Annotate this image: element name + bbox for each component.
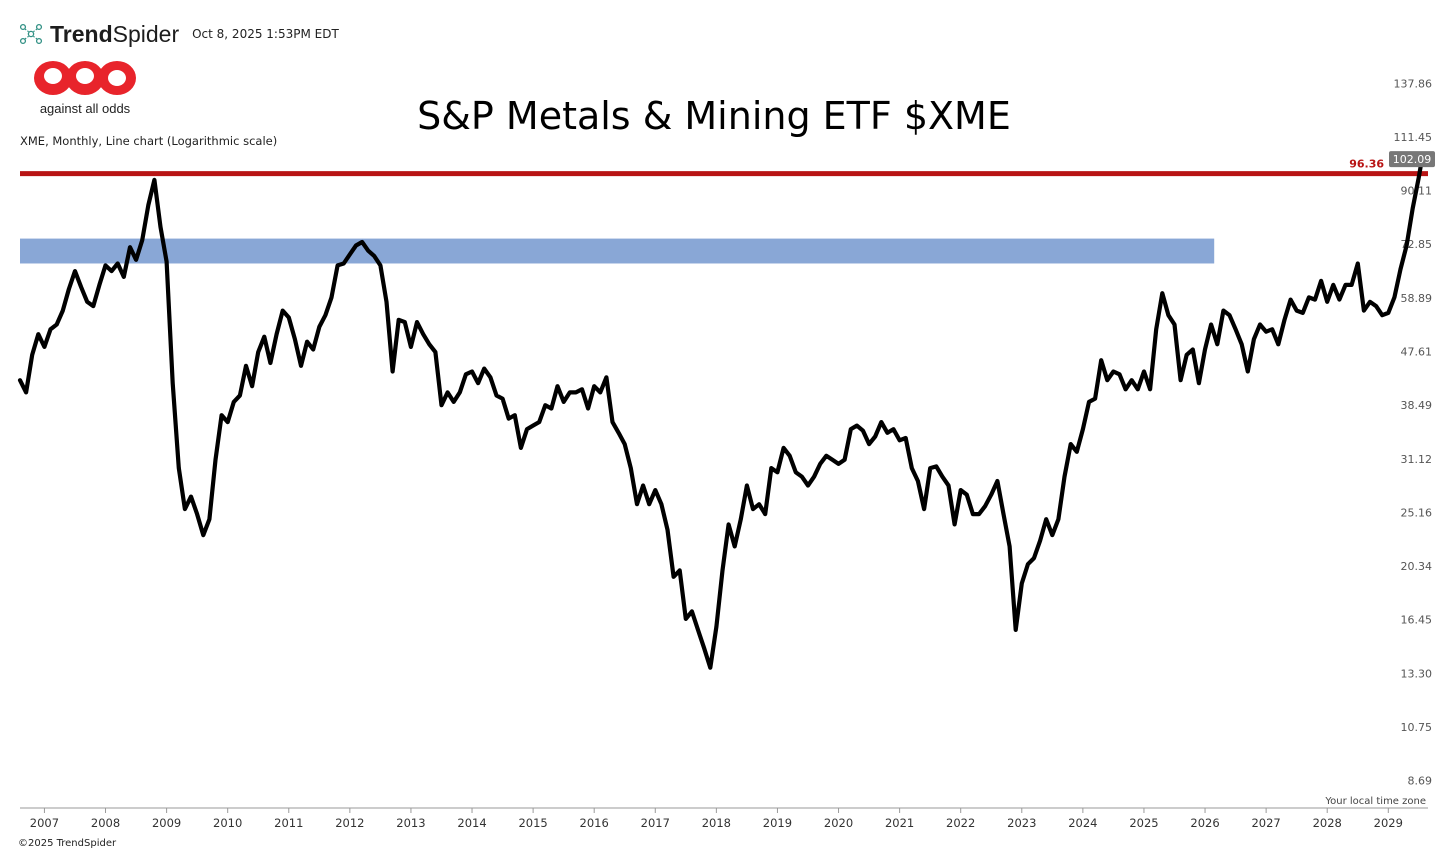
x-tick-label: 2010 [213,816,242,830]
x-tick-label: 2027 [1251,816,1280,830]
x-tick-label: 2021 [885,816,914,830]
x-tick-label: 2015 [518,816,547,830]
x-tick-label: 2020 [824,816,853,830]
y-tick-label: 58.89 [1401,292,1433,305]
x-tick-label: 2016 [580,816,609,830]
x-tick-label: 2017 [641,816,670,830]
y-tick-label: 20.34 [1401,560,1433,573]
brand-name: TrendSpider [50,20,180,47]
y-tick-label: 47.61 [1401,346,1433,359]
trendspider-logo-icon [19,23,43,45]
y-tick-label: 13.30 [1401,667,1433,680]
chart-subtitle: XME, Monthly, Line chart (Logarithmic sc… [20,134,278,148]
timezone-note[interactable]: Your local time zone [1325,796,1426,807]
x-tick-label: 2024 [1068,816,1097,830]
timestamp: Oct 8, 2025 1:53PM EDT [192,27,339,41]
header-bar: TrendSpider Oct 8, 2025 1:53PM EDT [18,20,339,48]
y-tick-label: 25.16 [1401,506,1433,519]
y-tick-label: 38.49 [1401,399,1433,412]
last-price-badge [1389,151,1435,168]
x-tick-label: 2013 [396,816,425,830]
copyright: ©2025 TrendSpider [18,838,117,849]
x-tick-label: 2012 [335,816,364,830]
x-tick-label: 2007 [30,816,59,830]
resistance-zone [20,238,1215,264]
x-tick-label: 2009 [152,816,181,830]
last-price-label: 102.09 [1393,153,1432,166]
price-series-line[interactable] [17,157,1425,670]
x-tick-label: 2023 [1007,816,1036,830]
y-tick-label: 16.45 [1401,614,1433,627]
y-tick-label: 8.69 [1408,775,1433,788]
chart-title: S&P Metals & Mining ETF $XME [417,94,1011,138]
x-tick-label: 2029 [1374,816,1403,830]
aao-logo-icon [34,61,136,95]
x-tick-label: 2022 [946,816,975,830]
x-tick-label: 2014 [457,816,486,830]
against-all-odds-logo: against all odds [30,60,140,116]
x-tick-label: 2008 [91,816,120,830]
x-tick-label: 2019 [763,816,792,830]
x-tick-label: 2028 [1313,816,1342,830]
logo-caption: against all odds [39,101,131,116]
resistance-line-label: 96.36 [1349,158,1384,171]
x-tick-label: 2011 [274,816,303,830]
y-tick-label: 137.86 [1394,77,1433,90]
y-tick-label: 10.75 [1401,721,1433,734]
y-tick-label: 111.45 [1394,131,1433,144]
x-tick-label: 2025 [1129,816,1158,830]
x-tick-label: 2026 [1190,816,1219,830]
x-tick-label: 2018 [702,816,731,830]
y-tick-label: 31.12 [1401,453,1433,466]
